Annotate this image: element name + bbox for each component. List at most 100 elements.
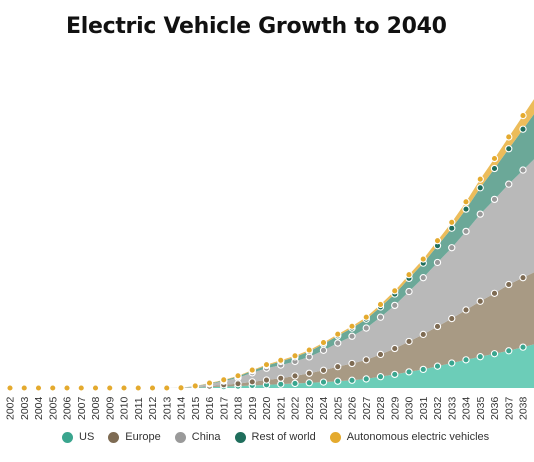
legend-item-us: US (62, 431, 94, 443)
x-tick-2017: 2017 (218, 396, 230, 420)
point-autonomous-electric-vehicles-2029 (391, 287, 399, 295)
point-autonomous-electric-vehicles-2016 (205, 379, 214, 387)
point-us-2034 (462, 356, 470, 364)
legend-label: Autonomous electric vehicles (346, 431, 490, 443)
point-rest-of-world-2038 (519, 125, 527, 133)
point-europe-2037 (505, 280, 513, 289)
point-markers (6, 111, 527, 392)
point-rest-of-world-2034 (462, 205, 470, 213)
point-autonomous-electric-vehicles-2025 (334, 330, 342, 338)
point-autonomous-electric-vehicles-2019 (248, 366, 256, 374)
point-us-2038 (519, 343, 527, 351)
point-us-2024 (319, 378, 328, 386)
point-europe-2032 (433, 322, 442, 331)
x-tick-2007: 2007 (76, 396, 88, 420)
x-tick-2010: 2010 (119, 396, 131, 420)
point-china-2030 (405, 287, 413, 296)
chart-plot: 2002 2003 2004 2005 2006 2007 2008 2009 2010 2011… (5, 99, 534, 420)
point-autonomous-electric-vehicles-2004 (34, 384, 43, 392)
point-europe-2021 (277, 374, 285, 382)
x-tick-2011: 2011 (133, 397, 145, 420)
point-autonomous-electric-vehicles-2002 (6, 384, 14, 392)
point-europe-2030 (405, 337, 413, 346)
point-us-2026 (348, 376, 356, 384)
point-autonomous-electric-vehicles-2022 (291, 352, 299, 360)
x-tick-2016: 2016 (204, 396, 216, 420)
point-europe-2036 (490, 289, 499, 297)
legend-swatch (174, 431, 186, 443)
point-autonomous-electric-vehicles-2031 (419, 255, 427, 263)
x-tick-2013: 2013 (161, 396, 173, 420)
point-europe-2024 (319, 366, 328, 374)
point-europe-2022 (291, 372, 299, 380)
point-us-2023 (305, 379, 313, 387)
point-china-2033 (448, 244, 456, 252)
x-tick-2006: 2006 (62, 396, 74, 420)
x-tick-2036: 2036 (489, 396, 501, 420)
x-tick-2030: 2030 (404, 396, 416, 420)
legend-item-china: China (174, 431, 221, 443)
point-china-2034 (462, 227, 470, 236)
legend-item-rest-of-world: Rest of world (234, 431, 316, 443)
point-us-2035 (476, 353, 484, 361)
point-china-2031 (419, 274, 427, 282)
x-tick-2027: 2027 (361, 396, 373, 420)
point-autonomous-electric-vehicles-2007 (77, 384, 85, 392)
point-china-2027 (362, 324, 370, 332)
point-us-2029 (391, 370, 399, 379)
point-autonomous-electric-vehicles-2028 (376, 300, 385, 309)
point-autonomous-electric-vehicles-2017 (220, 376, 228, 384)
x-tick-2032: 2032 (432, 396, 444, 420)
point-autonomous-electric-vehicles-2036 (490, 154, 499, 163)
point-autonomous-electric-vehicles-2006 (63, 384, 71, 392)
x-tick-2021: 2021 (275, 396, 287, 420)
x-tick-2024: 2024 (318, 396, 330, 420)
point-autonomous-electric-vehicles-2026 (348, 322, 356, 330)
point-us-2028 (376, 372, 385, 381)
legend-swatch (329, 431, 341, 443)
point-autonomous-electric-vehicles-2034 (462, 198, 470, 206)
legend-label: China (191, 431, 221, 443)
legend-swatch (62, 431, 73, 443)
x-tick-2009: 2009 (104, 396, 116, 420)
x-tick-2004: 2004 (33, 396, 45, 420)
point-rest-of-world-2035 (476, 184, 484, 192)
x-tick-2031: 2031 (418, 396, 430, 420)
point-us-2033 (448, 359, 456, 367)
area-europe (10, 272, 534, 388)
point-rest-of-world-2037 (505, 145, 513, 153)
point-autonomous-electric-vehicles-2030 (405, 271, 413, 279)
point-china-2036 (490, 195, 499, 204)
x-tick-2014: 2014 (176, 396, 188, 420)
point-rest-of-world-2033 (448, 224, 456, 232)
point-europe-2031 (419, 330, 427, 339)
legend-item-europe: Europe (108, 431, 161, 443)
x-tick-2028: 2028 (375, 396, 387, 420)
point-autonomous-electric-vehicles-2003 (20, 384, 28, 392)
point-autonomous-electric-vehicles-2038 (519, 111, 527, 120)
point-europe-2035 (476, 297, 484, 305)
point-autonomous-electric-vehicles-2011 (134, 384, 142, 392)
point-china-2037 (505, 180, 513, 188)
x-tick-2029: 2029 (389, 396, 401, 420)
point-europe-2029 (391, 344, 399, 353)
x-tick-2020: 2020 (261, 396, 273, 420)
point-china-2024 (319, 346, 328, 354)
point-autonomous-electric-vehicles-2009 (106, 384, 114, 392)
x-tick-2026: 2026 (347, 396, 359, 420)
area-layers (10, 99, 534, 388)
point-us-2031 (419, 365, 427, 374)
point-china-2035 (476, 210, 484, 218)
x-tick-2012: 2012 (147, 396, 159, 420)
x-tick-2015: 2015 (190, 396, 202, 420)
point-europe-2038 (519, 274, 527, 282)
point-autonomous-electric-vehicles-2012 (148, 384, 157, 392)
point-china-2025 (334, 339, 342, 347)
x-tick-2003: 2003 (19, 396, 31, 420)
legend-item-autonomous-electric-vehicles: Autonomous electric vehicles (329, 431, 490, 443)
point-autonomous-electric-vehicles-2018 (234, 372, 242, 380)
point-us-2037 (505, 347, 513, 355)
point-europe-2028 (376, 350, 385, 359)
point-europe-2019 (248, 378, 256, 386)
point-china-2026 (348, 332, 356, 340)
